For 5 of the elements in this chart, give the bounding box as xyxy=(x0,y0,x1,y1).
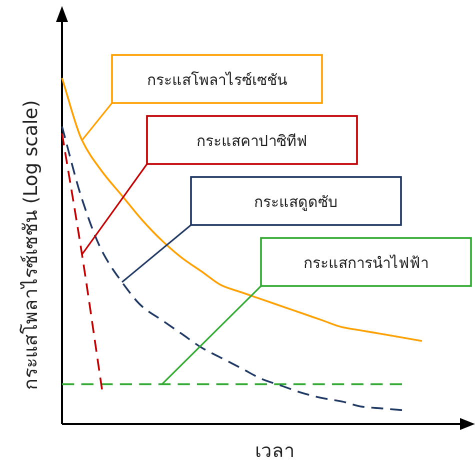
text: กระแสคาปาซิทีฟ xyxy=(196,132,308,150)
x-axis-title: เวลา xyxy=(255,440,295,462)
text: กระแสการนำไฟฟ้า xyxy=(304,254,428,272)
y-axis-title: กระแสโพลาไรซ์เซชัน (Log scale) xyxy=(19,100,42,390)
text: กระแสดูดซับ xyxy=(254,193,338,211)
